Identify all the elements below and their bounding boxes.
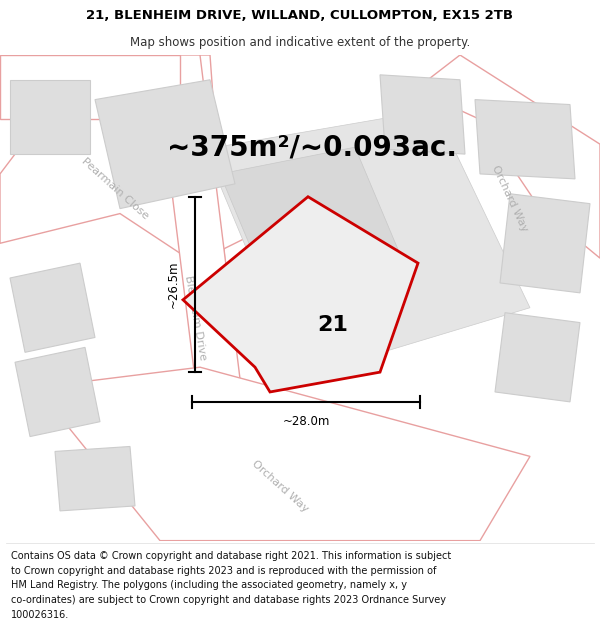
Text: Map shows position and indicative extent of the property.: Map shows position and indicative extent… — [130, 36, 470, 49]
Text: 100026316.: 100026316. — [11, 610, 69, 620]
Text: ~28.0m: ~28.0m — [283, 416, 329, 428]
Text: Pearmain Close: Pearmain Close — [80, 156, 151, 221]
Text: ~26.5m: ~26.5m — [167, 261, 179, 308]
Polygon shape — [10, 263, 95, 352]
Text: Blenheim Drive: Blenheim Drive — [182, 274, 208, 361]
Polygon shape — [475, 99, 575, 179]
Polygon shape — [380, 75, 465, 154]
Polygon shape — [495, 312, 580, 402]
Polygon shape — [95, 80, 235, 209]
Polygon shape — [10, 80, 90, 154]
Text: Contains OS data © Crown copyright and database right 2021. This information is : Contains OS data © Crown copyright and d… — [11, 551, 451, 561]
Text: co-ordinates) are subject to Crown copyright and database rights 2023 Ordnance S: co-ordinates) are subject to Crown copyr… — [11, 595, 446, 605]
Polygon shape — [0, 94, 255, 263]
Text: HM Land Registry. The polygons (including the associated geometry, namely x, y: HM Land Registry. The polygons (includin… — [11, 580, 407, 590]
Text: 21, BLENHEIM DRIVE, WILLAND, CULLOMPTON, EX15 2TB: 21, BLENHEIM DRIVE, WILLAND, CULLOMPTON,… — [86, 9, 514, 22]
Text: Orchard Way: Orchard Way — [490, 164, 530, 234]
Text: to Crown copyright and database rights 2023 and is reproduced with the permissio: to Crown copyright and database rights 2… — [11, 566, 436, 576]
Text: 21: 21 — [317, 315, 348, 335]
Text: ~375m²/~0.093ac.: ~375m²/~0.093ac. — [167, 133, 457, 161]
Polygon shape — [220, 147, 410, 306]
Polygon shape — [55, 446, 135, 511]
Polygon shape — [500, 194, 590, 293]
Polygon shape — [415, 55, 600, 258]
Polygon shape — [155, 55, 260, 541]
Text: Orchard Way: Orchard Way — [250, 458, 310, 514]
Polygon shape — [15, 348, 100, 436]
Polygon shape — [205, 109, 530, 377]
Polygon shape — [0, 55, 180, 119]
Polygon shape — [183, 197, 418, 392]
Polygon shape — [60, 368, 530, 541]
Polygon shape — [175, 55, 245, 541]
